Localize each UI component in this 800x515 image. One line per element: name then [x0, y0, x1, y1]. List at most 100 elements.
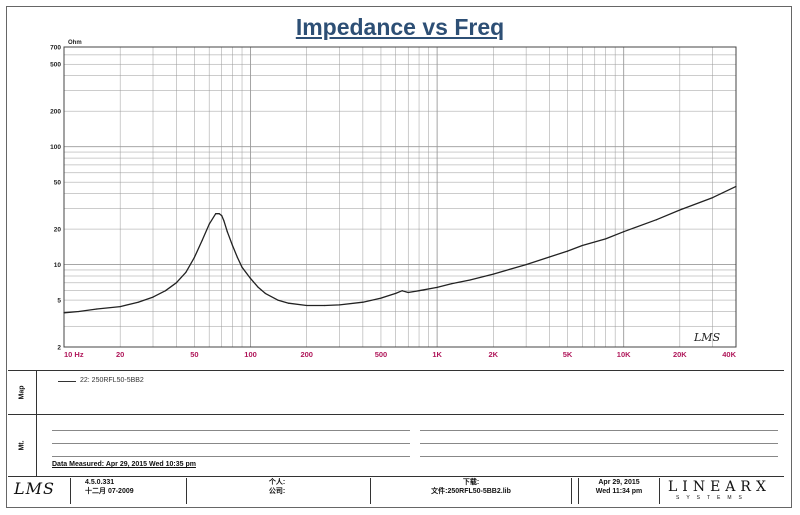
data-point [257, 286, 259, 289]
data-point [324, 304, 326, 307]
data-point [264, 292, 266, 294]
data-point [418, 290, 420, 292]
file-label: 文件:250RFL50-5BB2.lib [431, 488, 511, 495]
y-tick-label: 500 [50, 62, 61, 69]
x-tick-label: 2K [488, 350, 498, 359]
data-point [152, 296, 154, 298]
note-line [420, 430, 778, 431]
linearx-subtitle: SYSTEMS [676, 495, 749, 501]
x-tick-label: 20 [116, 350, 124, 359]
file-cell: 下载: 文件:250RFL50-5BB2.lib [370, 478, 572, 504]
x-tick-label: 10 Hz [64, 350, 84, 359]
data-point [338, 304, 341, 306]
person-label: 个人: [268, 479, 286, 486]
data-point [175, 282, 177, 284]
data-point [277, 299, 279, 301]
lms-logo: LMS [14, 479, 55, 498]
notes-panel [8, 414, 784, 476]
y-tick-label: 100 [50, 144, 61, 151]
legend-swatch [58, 381, 76, 382]
x-tick-label: 40K [722, 350, 736, 359]
data-point [223, 220, 225, 222]
download-label: 下载: [462, 479, 480, 486]
version-number: 4.5.0.331 [85, 479, 115, 486]
data-point [288, 302, 290, 304]
data-point [241, 266, 243, 268]
data-point [63, 312, 65, 314]
legend-panel [8, 370, 784, 414]
timestamp-cell: Apr 29, 2015 Wed 11:34 pm [578, 478, 660, 504]
x-tick-label: 10K [617, 350, 631, 359]
data-point [401, 290, 403, 292]
note-line [52, 430, 410, 431]
y-tick-label: 10 [54, 262, 62, 269]
data-point [119, 306, 121, 308]
legend-panel-side: Map [8, 371, 37, 414]
data-point [236, 256, 238, 259]
x-tick-label: 50 [190, 350, 198, 359]
footer-date: Apr 29, 2015 [598, 479, 640, 486]
footer-bar [8, 476, 784, 506]
impedance-curve [63, 185, 737, 314]
data-point [201, 239, 203, 242]
data-measured-text: Data Measured: Apr 29, 2015 Wed 10:35 pm [52, 461, 196, 468]
plot-lms-logo: LMS [693, 331, 721, 344]
note-line [52, 456, 410, 457]
data-point [78, 310, 80, 313]
legend-entry: 22: 250RFL50-5BB2 [80, 377, 144, 384]
data-point [249, 278, 252, 280]
data-point [306, 304, 308, 307]
y-tick-label: 5 [57, 298, 61, 305]
chart-title: Impedance vs Freq [295, 14, 505, 40]
data-point [581, 244, 583, 247]
notes-panel-side: Mt. [8, 415, 37, 476]
data-point [679, 209, 681, 211]
data-point [231, 244, 234, 247]
data-point [395, 292, 397, 294]
y-axis-label: Ohm [68, 40, 82, 46]
data-point [712, 196, 714, 199]
plot-area [64, 47, 736, 347]
data-point [566, 250, 569, 252]
x-tick-label: 5K [563, 350, 573, 359]
y-tick-label: 700 [50, 45, 61, 52]
data-point [218, 213, 220, 215]
data-point [215, 213, 217, 215]
note-line [420, 443, 778, 444]
plot-border [63, 46, 737, 348]
data-point [380, 297, 382, 299]
y-tick-label: 200 [50, 109, 61, 116]
data-point [137, 301, 139, 303]
data-point [492, 273, 494, 275]
data-point [407, 291, 409, 294]
data-point [605, 238, 607, 240]
data-point [451, 282, 453, 285]
notes-panel-label: Mt. [18, 440, 26, 451]
note-line [420, 456, 778, 457]
data-point [655, 219, 658, 221]
data-point [96, 308, 98, 310]
data-point [193, 256, 195, 259]
legend-panel-label: Map [18, 385, 26, 400]
x-tick-label: 500 [375, 350, 388, 359]
x-tick-label: 100 [244, 350, 257, 359]
x-tick-label: 20K [673, 350, 687, 359]
version-cell: 4.5.0.331 十二月 07-2009 [70, 478, 185, 504]
data-point [226, 231, 228, 233]
data-point [525, 263, 527, 266]
data-point [185, 271, 187, 273]
version-date: 十二月 07-2009 [85, 488, 134, 495]
note-line [52, 443, 410, 444]
data-point [436, 286, 438, 289]
y-tick-label: 2 [57, 345, 61, 352]
data-point [221, 215, 223, 217]
data-point [164, 290, 167, 292]
y-tick-label: 20 [54, 227, 62, 234]
footer-time: Wed 11:34 pm [595, 488, 643, 495]
data-point [548, 256, 551, 258]
linearx-logo: LINEARX [668, 479, 771, 495]
data-point [469, 279, 471, 281]
y-tick-label: 50 [54, 180, 62, 187]
x-tick-label: 200 [300, 350, 313, 359]
